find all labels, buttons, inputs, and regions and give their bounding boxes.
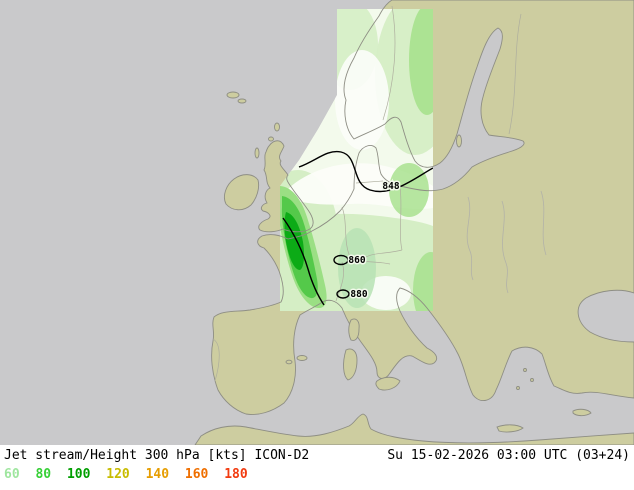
wind-speed-scale: 60 80 100 120 140 160 180 [4,467,630,482]
contour-label-880: 880 [350,289,367,300]
map-footer: Jet stream/Height 300 hPa [kts] ICON-D2 … [0,445,634,490]
scale-value-160: 160 [184,467,209,482]
scale-value-60: 60 [4,467,20,482]
height-contour-880 [336,289,350,299]
height-contour-860 [333,254,349,266]
calm-area-north [335,50,389,150]
scale-value-180: 180 [224,467,248,482]
jet-area-80-southeast [413,252,433,311]
height-contours [282,150,433,306]
jet-area-80-northeast [409,9,433,115]
weather-map: 848 860 880 [0,0,634,445]
map-datetime: Su 15-02-2026 03:00 UTC (03+24) [387,448,630,463]
map-title: Jet stream/Height 300 hPa [kts] ICON-D2 [4,448,310,463]
scale-value-120: 120 [106,467,130,482]
scale-value-140: 140 [145,467,170,482]
rivers [466,190,547,294]
scale-value-80: 80 [35,467,52,482]
contour-label-860: 860 [348,255,365,266]
height-contour-848 [298,150,433,193]
icon-d2-domain-overlay: 848 860 880 [280,9,433,311]
height-contour-west [282,217,325,306]
scale-value-100: 100 [66,467,91,482]
contour-label-848: 848 [382,181,399,192]
